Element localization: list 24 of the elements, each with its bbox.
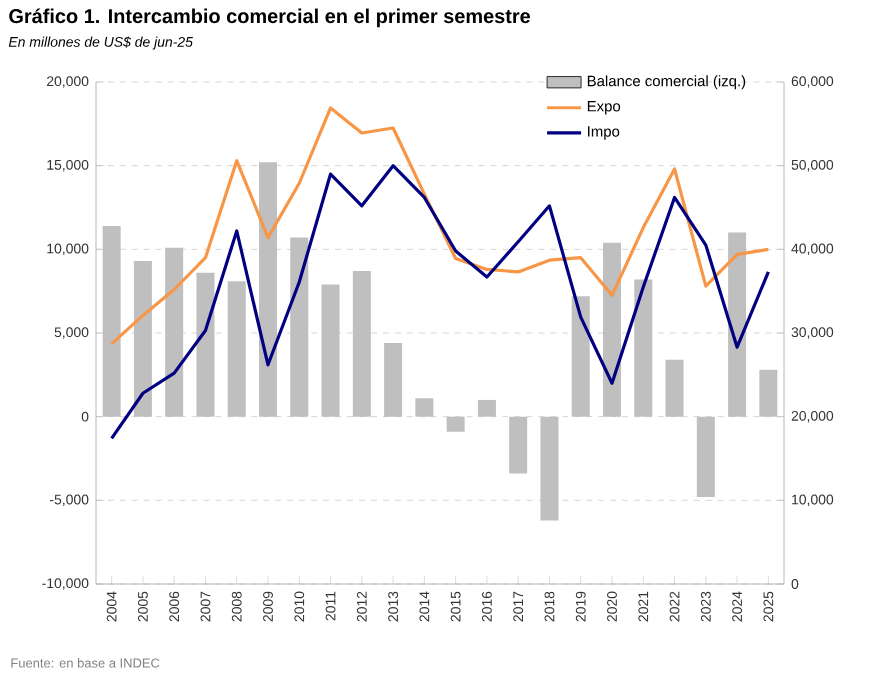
bar <box>165 247 184 417</box>
bar <box>540 416 559 521</box>
bar <box>415 398 434 417</box>
bar <box>259 162 277 417</box>
bar <box>227 281 246 417</box>
bar <box>102 225 121 417</box>
bar <box>696 416 715 497</box>
bar <box>446 416 465 432</box>
bar <box>509 416 528 474</box>
bar <box>759 369 778 417</box>
bar <box>196 272 215 417</box>
bar <box>634 279 653 417</box>
line-series <box>110 164 770 441</box>
bar <box>603 242 621 417</box>
bar <box>290 237 309 417</box>
bar <box>477 399 496 417</box>
bar <box>321 284 340 417</box>
chart-title: Gráfico 1. Intercambio comercial en el primer semestre <box>9 8 531 28</box>
bar <box>728 232 747 417</box>
bar <box>352 271 371 417</box>
bar <box>571 296 590 417</box>
bar <box>133 261 152 417</box>
bar <box>384 343 403 417</box>
bar <box>665 359 684 417</box>
